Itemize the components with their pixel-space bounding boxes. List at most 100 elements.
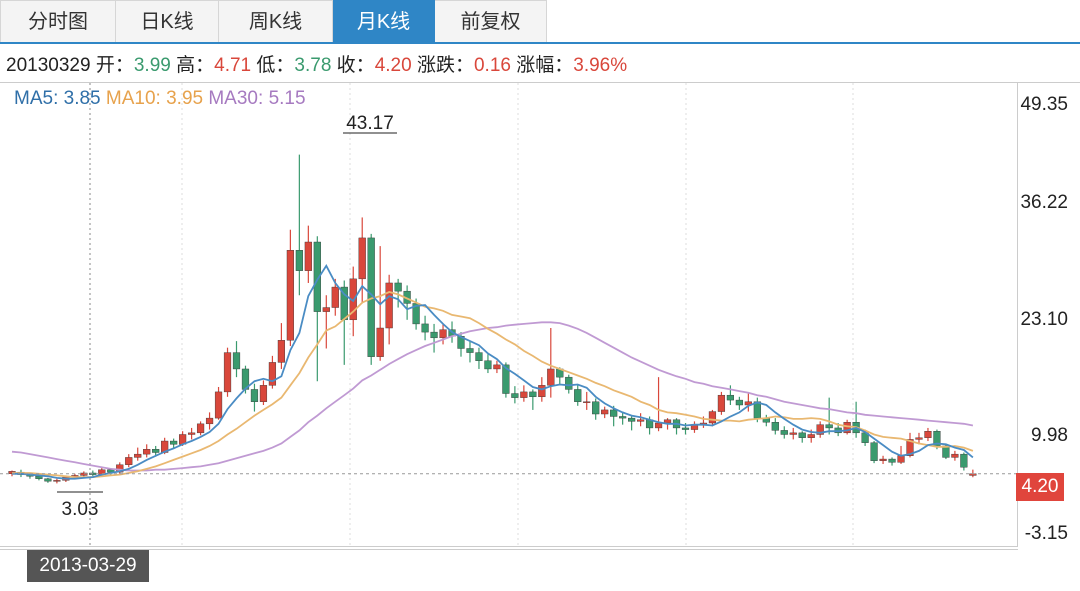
candle-body [152,449,160,453]
candle-body [250,389,259,402]
candle-body [286,249,294,341]
close-value: 4.20 [374,55,412,76]
tab-intraday[interactable]: 分时图 [0,0,116,42]
candle-body [304,241,312,271]
candle-body [547,368,555,386]
high-value: 4.71 [214,55,252,76]
tab-monthly-k[interactable]: 月K线 [333,0,435,42]
candle-body [825,424,833,429]
candle-body [735,399,743,406]
ma-legend: MA5: 3.85 MA10: 3.95 MA30: 5.15 [14,88,306,110]
candle-body [780,430,788,435]
change-label: 涨跌： [416,55,474,76]
candle-body [529,391,537,398]
ohlc-info-bar: 20130329 开：3.99 高：4.71 低：3.78 收：4.20 涨跌：… [6,51,627,81]
open-label: 开： [95,55,134,76]
candle-body [771,422,779,431]
y-tick-label: 23.10 [1020,309,1068,330]
candle-body [331,286,339,308]
candle-body [681,427,690,430]
tab-daily-k[interactable]: 日K线 [116,0,219,42]
candle-body [574,389,582,402]
candle-body [466,348,474,353]
y-tick-label: 9.98 [1031,425,1068,446]
ma5-value: 3.85 [63,88,101,109]
candle-body [565,376,573,390]
candle-body [484,360,492,370]
low-label: 低： [256,55,295,76]
candle-body [870,442,878,461]
candle-body [897,455,905,463]
ma5-label: MA5: [14,88,64,109]
candle-body [592,401,600,415]
candle-body [223,352,232,393]
candle-body [789,432,797,435]
pct-value: 3.96% [573,55,628,76]
candle-body [879,458,887,461]
candle-body [170,440,178,445]
tab-weekly-k[interactable]: 周K线 [219,0,333,42]
candle-body [502,364,510,394]
chart-frame [0,82,1018,547]
tab-forward-adjust[interactable]: 前复权 [435,0,547,42]
y-tick-label: 36.22 [1020,192,1068,213]
candle-body [601,409,609,415]
candle-body [125,457,133,465]
candle-body [816,424,824,435]
candle-body [187,432,196,435]
high-label: 高： [176,55,215,76]
ma30-value: 5.15 [268,88,306,109]
candle-body [295,249,303,271]
candle-body [493,364,501,370]
candle-body [951,453,959,458]
candle-body [843,422,851,434]
candle-body [906,439,914,456]
candle-body [583,401,591,403]
candle-body [708,411,717,424]
candle-body [35,476,43,479]
candle-body [322,307,330,312]
candle-body [44,478,52,482]
candle-body [196,423,205,434]
max-price-label: 43.17 [346,113,394,134]
candle-body [268,362,277,386]
candle-body [376,327,384,357]
candle-body [439,329,447,339]
candle-body [358,237,366,280]
candle-body [394,282,402,292]
candle-body [475,352,483,361]
low-value: 3.78 [294,55,332,76]
ma10-label: MA10: [105,88,167,109]
candle-body [654,422,663,429]
candle-body [610,409,618,417]
y-tick-label: -3.15 [1024,523,1068,544]
candle-body [960,453,968,468]
candle-body [143,449,151,455]
candle-body [520,391,528,398]
close-label: 收： [336,55,375,76]
open-value: 3.99 [133,55,171,76]
ma10-line [12,291,974,479]
min-price-label: 3.03 [62,499,99,520]
ma5-line [12,264,974,480]
candle-body [511,393,519,398]
tab-bar: 分时图 日K线 周K线 月K线 前复权 [0,0,1080,44]
candle-body [924,431,932,438]
candle-body [421,323,429,333]
candle-body [232,352,241,370]
candle-body [134,453,142,458]
candle-body [798,432,806,438]
candle-body [313,241,321,312]
change-value: 0.16 [473,55,511,76]
candle-body [277,340,286,363]
candle-body [915,437,923,440]
candle-body [628,417,636,422]
candle-body [637,419,645,422]
candle-body [726,394,735,401]
candle-body [385,282,393,329]
date-axis-line [0,549,1018,550]
candle-body [259,385,268,402]
candle-body [888,458,896,463]
ma30-label: MA30: [208,88,269,109]
